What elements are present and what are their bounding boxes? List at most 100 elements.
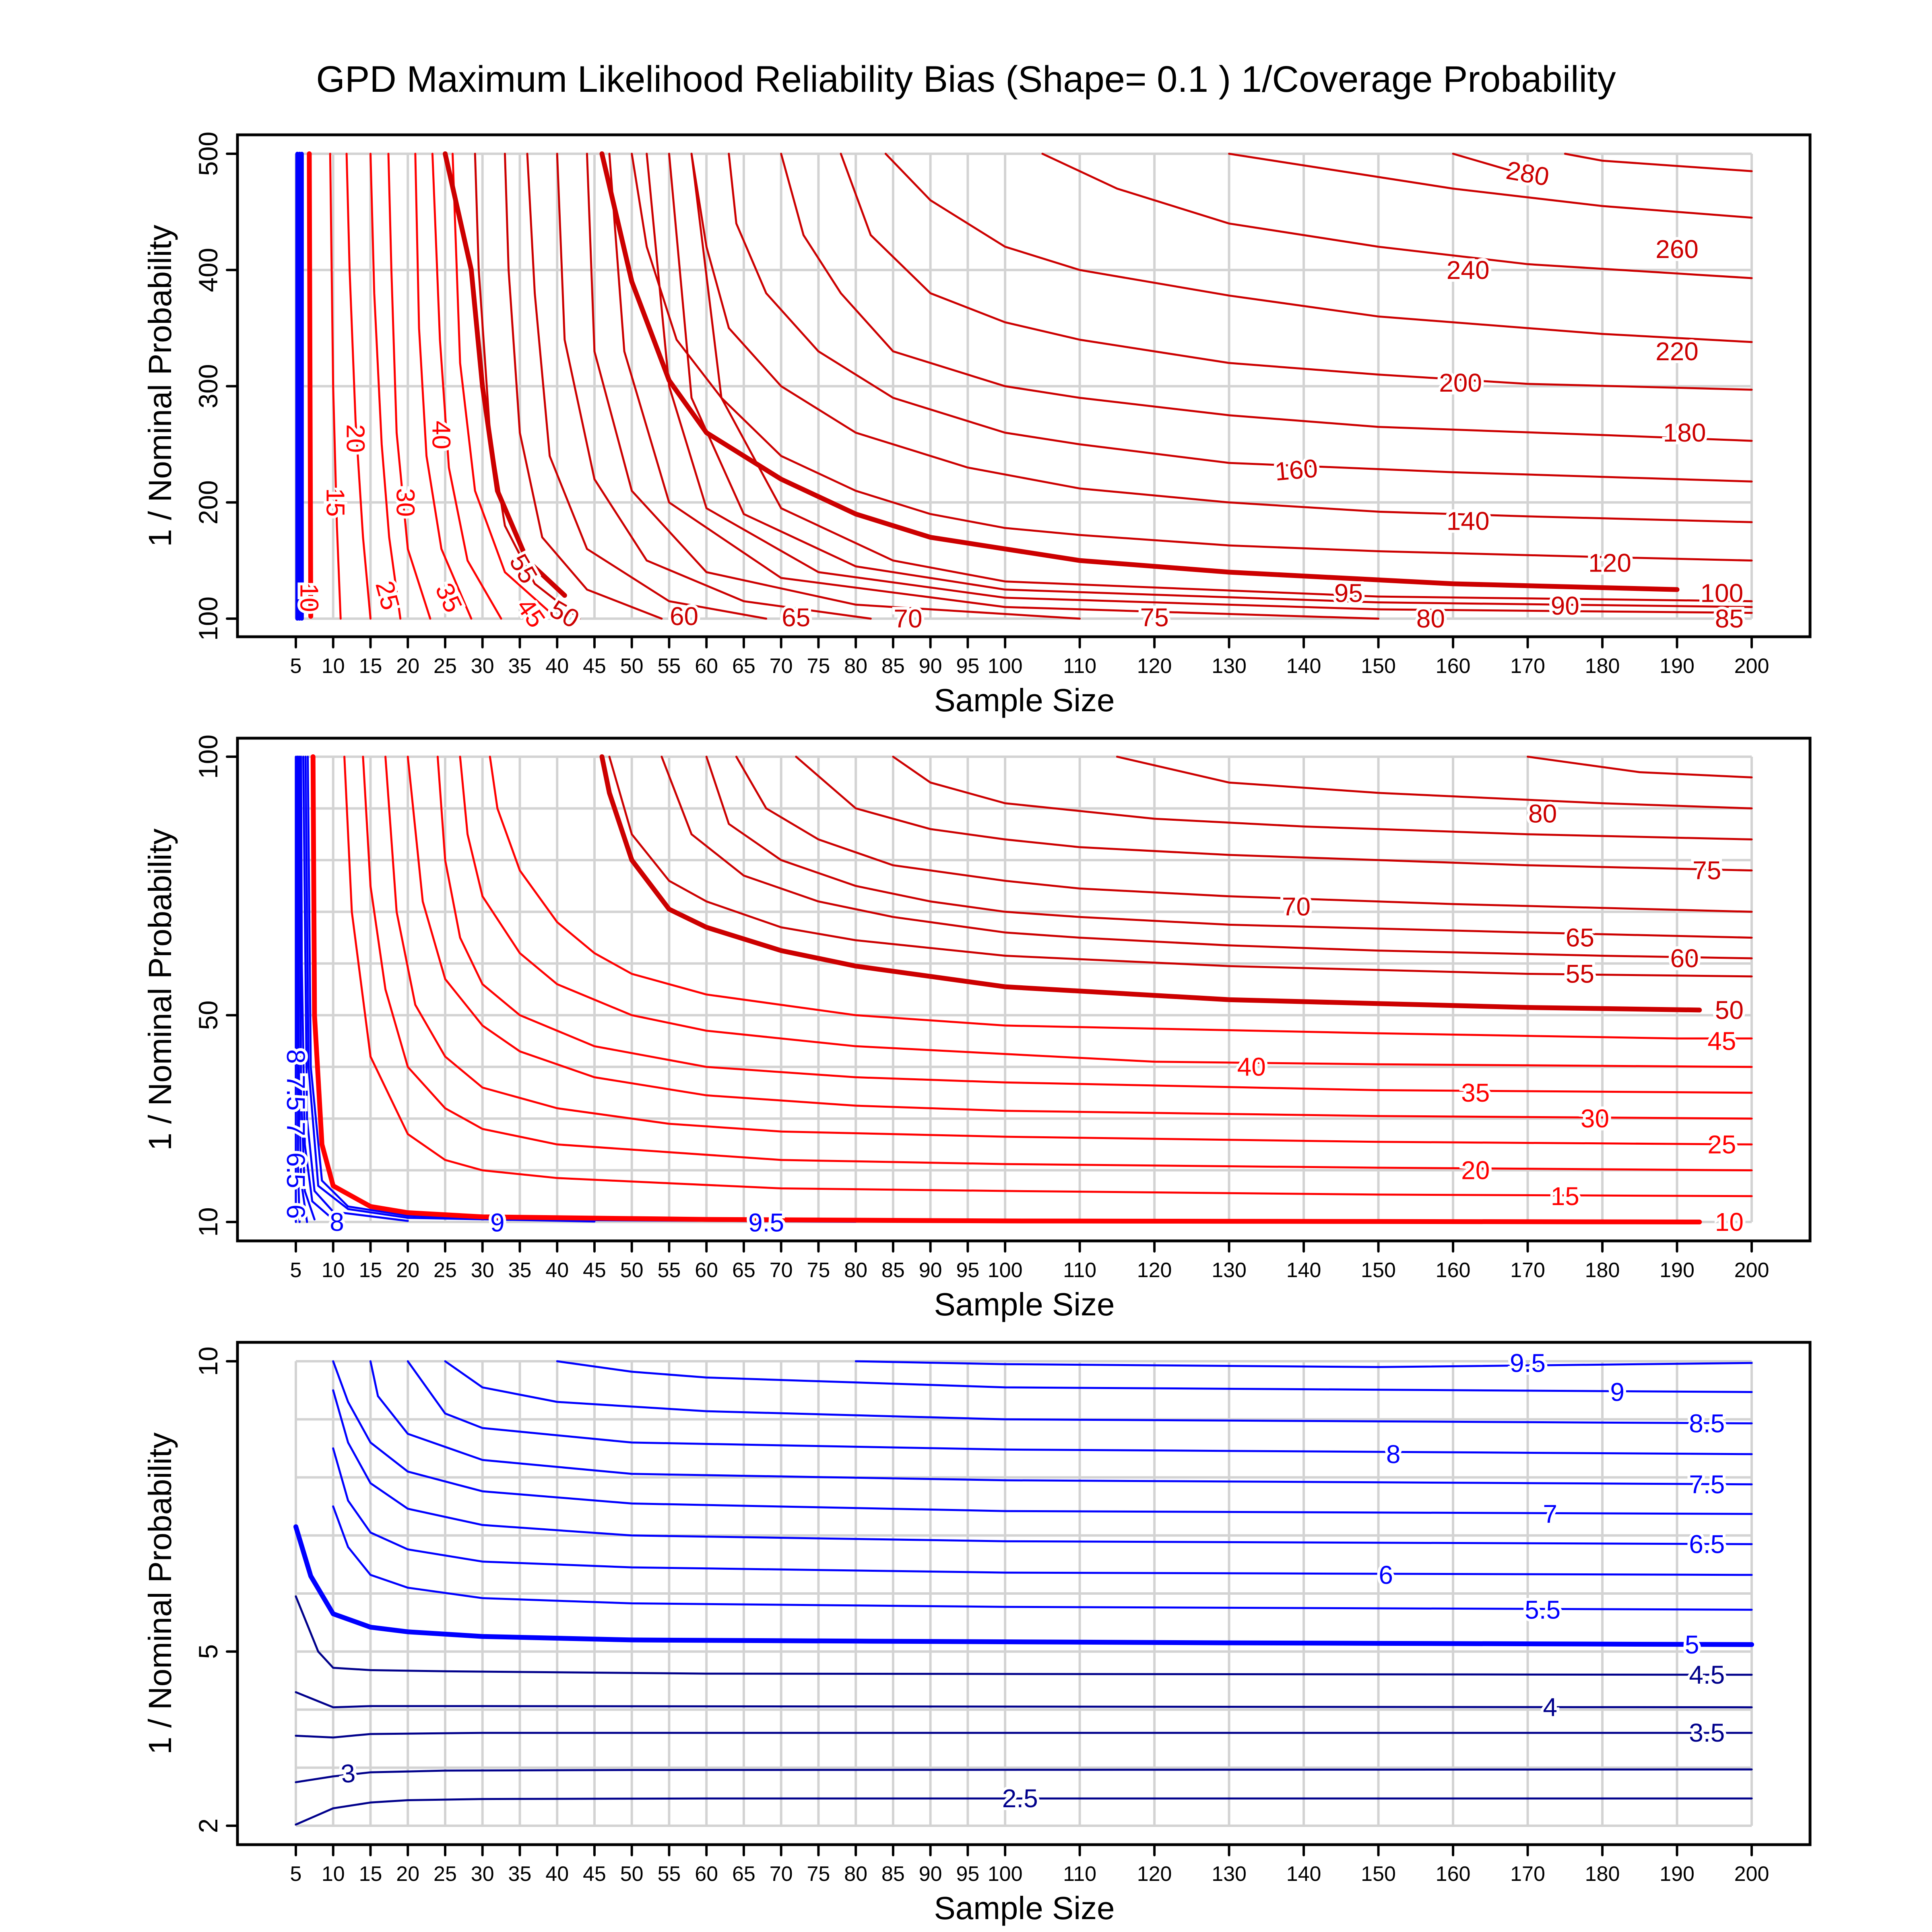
y-tick-label: 5 bbox=[193, 1644, 223, 1659]
contour-line-280 bbox=[1564, 153, 1753, 172]
contour-line-40 bbox=[431, 153, 502, 620]
contour-label: 70 bbox=[1282, 892, 1311, 921]
y-tick-label: 2 bbox=[193, 1818, 223, 1833]
contour-lines bbox=[295, 754, 1753, 1224]
x-tick-label: 110 bbox=[1063, 1862, 1096, 1886]
contour-label: 5.5 bbox=[1525, 1595, 1560, 1624]
x-tick-label: 30 bbox=[471, 654, 494, 678]
contour-line-25 bbox=[384, 755, 1753, 1146]
contour-line-7 bbox=[332, 1360, 1753, 1515]
contour-label: 80 bbox=[1528, 799, 1557, 828]
x-tick-label: 60 bbox=[695, 1259, 718, 1282]
x-tick-label: 20 bbox=[396, 654, 419, 678]
contour-label: 65 bbox=[1566, 923, 1594, 952]
x-tick-label: 85 bbox=[881, 1259, 905, 1282]
contour-label: 75 bbox=[1140, 603, 1169, 632]
contour-label: 75 bbox=[1693, 856, 1721, 885]
contour-label: 4.5 bbox=[1689, 1660, 1725, 1689]
contour-line-50 bbox=[599, 754, 1702, 1013]
x-tick-label: 170 bbox=[1510, 654, 1545, 678]
x-tick-label: 40 bbox=[545, 1259, 569, 1282]
contour-label: 9.5 bbox=[748, 1208, 784, 1237]
contour-label: 100 bbox=[1700, 578, 1743, 607]
x-tick-label: 200 bbox=[1734, 654, 1769, 678]
x-tick-label: 45 bbox=[583, 1259, 606, 1282]
x-tick-label: 70 bbox=[770, 1862, 793, 1886]
contour-line-55 bbox=[608, 755, 1753, 978]
contour-label: 80 bbox=[1416, 604, 1445, 633]
contour-label: 120 bbox=[1588, 548, 1631, 577]
x-tick-label: 85 bbox=[881, 1862, 905, 1886]
contour-label: 200 bbox=[1439, 368, 1482, 397]
x-tick-label: 55 bbox=[658, 654, 681, 678]
x-axis: 5 10 15 20 25 30 35 40 45 50 55 60 65 70 75 80 85 90 95 100… bbox=[290, 1843, 1769, 1886]
x-tick-label: 140 bbox=[1286, 654, 1321, 678]
contour-label: 85 bbox=[1715, 604, 1744, 633]
y-axis: 10 50 100 bbox=[193, 735, 239, 1237]
contour-line-280 bbox=[1452, 153, 1514, 172]
contour-line-140 bbox=[690, 153, 1753, 523]
contour-line-80 bbox=[892, 755, 1753, 840]
x-axis-label: Sample Size bbox=[934, 682, 1115, 718]
x-tick-label: 55 bbox=[658, 1862, 681, 1886]
y-tick-label: 500 bbox=[193, 132, 223, 176]
x-tick-label: 110 bbox=[1063, 654, 1096, 678]
contour-label: 140 bbox=[1447, 506, 1490, 535]
x-tick-label: 100 bbox=[988, 654, 1023, 678]
contour-line-85 bbox=[646, 153, 1753, 614]
x-tick-label: 120 bbox=[1137, 654, 1172, 678]
contour-line-8.5 bbox=[302, 755, 409, 1222]
x-tick-label: 20 bbox=[396, 1259, 419, 1282]
contour-label: 8 bbox=[330, 1208, 344, 1236]
contour-line-9.5 bbox=[855, 1360, 1753, 1368]
contour-label: 8.5 bbox=[1689, 1409, 1725, 1438]
x-tick-label: 180 bbox=[1585, 654, 1620, 678]
contour-line-35 bbox=[414, 153, 473, 620]
contour-label: 4 bbox=[1543, 1693, 1557, 1722]
x-tick-label: 140 bbox=[1286, 1259, 1321, 1282]
contour-label: 55 bbox=[1566, 959, 1594, 988]
contour-line-90 bbox=[668, 153, 1753, 608]
contour-line-40 bbox=[459, 755, 1753, 1068]
contour-line-75 bbox=[795, 755, 1753, 872]
contour-line-80 bbox=[608, 153, 1380, 620]
x-tick-label: 85 bbox=[881, 654, 905, 678]
x-tick-label: 5 bbox=[290, 1259, 302, 1282]
contour-label: 40 bbox=[1237, 1053, 1266, 1082]
x-tick-label: 60 bbox=[695, 654, 718, 678]
x-tick-label: 45 bbox=[583, 1862, 606, 1886]
contour-line-9 bbox=[304, 755, 596, 1223]
y-tick-label: 10 bbox=[193, 1346, 223, 1376]
panel-bottom: 2.533.544.555.566.577.588.599.5 5 10 15 20 2… bbox=[142, 1341, 1812, 1926]
contour-label: 260 bbox=[1655, 235, 1699, 264]
x-tick-label: 160 bbox=[1436, 1862, 1471, 1886]
x-tick-label: 95 bbox=[956, 1862, 979, 1886]
contour-line-260 bbox=[1228, 153, 1753, 219]
contour-line-15 bbox=[329, 153, 342, 620]
contour-line-4.5 bbox=[295, 1595, 1753, 1676]
x-tick-label: 15 bbox=[359, 1862, 382, 1886]
x-tick-label: 45 bbox=[583, 654, 606, 678]
x-tick-label: 75 bbox=[807, 1259, 830, 1282]
x-tick-label: 80 bbox=[844, 654, 867, 678]
y-axis-label: 1 / Nominal Probability bbox=[142, 225, 178, 547]
contour-line-65 bbox=[705, 755, 1753, 939]
contour-label: 70 bbox=[894, 604, 922, 633]
contour-line-6 bbox=[332, 1447, 1753, 1576]
x-tick-label: 65 bbox=[732, 1259, 755, 1282]
contour-label: 8 bbox=[281, 1049, 310, 1064]
x-tick-label: 190 bbox=[1660, 1862, 1695, 1886]
contour-label: 6.5 bbox=[281, 1152, 310, 1188]
x-tick-label: 55 bbox=[658, 1259, 681, 1282]
x-tick-label: 100 bbox=[988, 1259, 1023, 1282]
figure-title: GPD Maximum Likelihood Reliability Bias … bbox=[316, 59, 1616, 100]
contour-label: 6 bbox=[281, 1205, 310, 1219]
x-tick-label: 130 bbox=[1212, 1862, 1247, 1886]
contour-label: 40 bbox=[427, 421, 456, 449]
contour-line-10 bbox=[310, 754, 1702, 1224]
x-tick-label: 130 bbox=[1212, 1259, 1247, 1282]
x-tick-label: 95 bbox=[956, 654, 979, 678]
x-tick-label: 140 bbox=[1286, 1862, 1321, 1886]
